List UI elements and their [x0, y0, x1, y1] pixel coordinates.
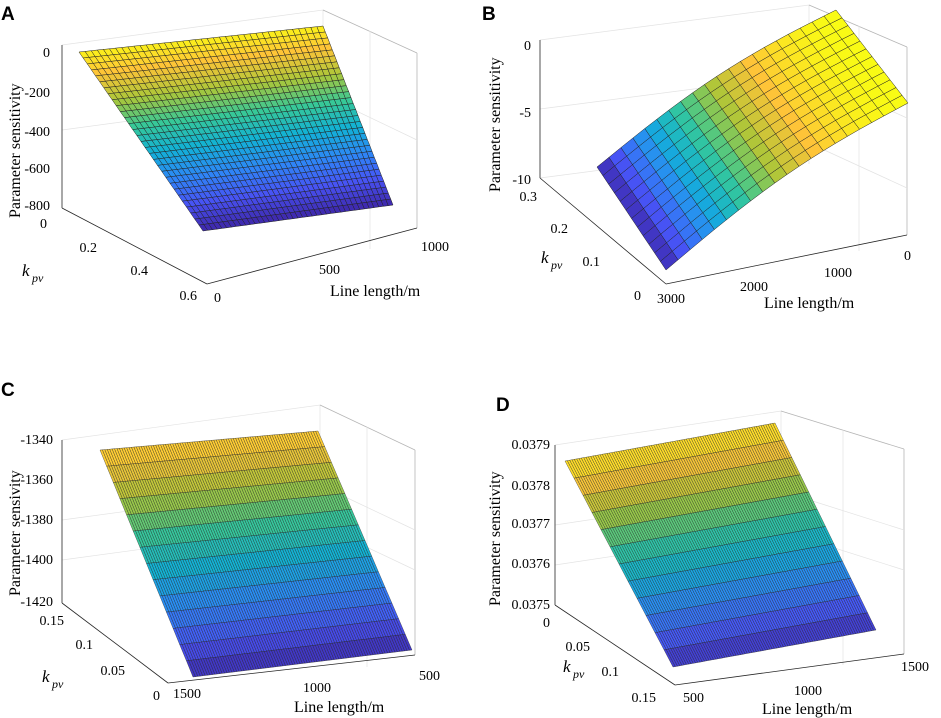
panel-letter-a: A [1, 4, 15, 25]
surface-patch [385, 198, 394, 206]
y-tick: 0.05 [566, 640, 591, 655]
z-tick: -1420 [20, 595, 53, 610]
y-axis-label-subscript: pv [550, 258, 563, 272]
panel-a-surface [78, 25, 394, 232]
x-tick: 1000 [421, 240, 449, 255]
y-tick: 0 [543, 616, 550, 631]
z-tick: 0.0379 [512, 438, 551, 453]
panel-a-x-ticks: 1000 500 0 [214, 240, 449, 306]
y-tick: 0.15 [632, 691, 657, 706]
z-axis-label: Parameter sensitivity [487, 57, 504, 192]
x-tick: 1000 [794, 684, 822, 699]
x-tick: 500 [683, 691, 704, 706]
y-tick: 0.2 [551, 222, 569, 237]
z-tick: 0 [524, 39, 531, 54]
z-tick: -1400 [20, 553, 53, 568]
y-tick: 0 [40, 217, 47, 232]
x-axis-label: Line length/m [762, 701, 853, 718]
z-tick: -800 [24, 199, 50, 214]
panel-letter-c: C [1, 380, 15, 401]
y-axis-label: k [22, 261, 30, 280]
panel-b-z-ticks: 0 -5 -10 [512, 39, 531, 188]
y-axis-label-subscript: pv [51, 677, 64, 691]
panel-a-y-ticks: 0 0.2 0.4 0.6 [40, 217, 197, 304]
z-axis-label: Parameter sensivity [7, 470, 24, 596]
x-tick: 1000 [303, 681, 331, 696]
y-axis-label: k [563, 657, 571, 676]
x-tick: 2000 [740, 280, 768, 295]
z-tick: -1340 [20, 433, 53, 448]
x-axis-label: Line length/m [330, 283, 421, 300]
x-tick: 500 [419, 669, 440, 684]
y-axis-label-subscript: pv [572, 667, 585, 681]
x-tick: 1000 [824, 266, 852, 281]
panel-d-z-ticks: 0.0379 0.0378 0.0377 0.0376 0.0375 [512, 438, 551, 613]
z-tick: 0.0376 [512, 557, 551, 572]
panel-a: A 0 -200 -400 -600 -800 0 0.2 0.4 0.6 [1, 4, 449, 306]
y-tick: 0.05 [101, 664, 126, 679]
panel-b: B 0 -5 -10 0.3 0.2 0.1 0 0 10 [482, 4, 911, 312]
y-axis-label-subscript: pv [31, 271, 44, 285]
panel-c-z-ticks: -1340 -1360 -1380 -1400 -1420 [20, 433, 53, 610]
y-tick: 0 [634, 289, 641, 304]
x-tick: 1500 [901, 660, 929, 675]
panel-c: C -1340 -1360 -1380 -1400 -1420 0.15 0.1… [1, 380, 440, 716]
panel-c-y-ticks: 0.15 0.1 0.05 0 [40, 614, 161, 704]
panel-d-surface [564, 422, 877, 668]
panel-b-y-ticks: 0.3 0.2 0.1 0 [520, 190, 642, 304]
x-tick: 0 [904, 249, 911, 264]
z-tick: 0.0378 [512, 479, 551, 494]
y-tick: 0 [153, 689, 160, 704]
z-tick: -1380 [20, 513, 53, 528]
y-tick: 0.3 [520, 190, 538, 205]
panel-a-z-ticks: 0 -200 -400 -600 -800 [24, 46, 50, 214]
z-axis-label: Parameter sensitivity [487, 471, 504, 606]
panel-d: D 0.0379 0.0378 0.0377 0.0376 0.0375 0 0… [487, 395, 929, 718]
z-axis-label: Parameter sensitivity [7, 83, 24, 218]
surface-patch [402, 634, 413, 651]
x-tick: 500 [319, 263, 340, 278]
x-tick: 1500 [173, 687, 201, 702]
z-tick: 0.0375 [512, 598, 551, 613]
panel-c-surface [99, 430, 413, 678]
x-tick: 3000 [657, 292, 685, 307]
z-tick: -10 [512, 173, 531, 188]
y-tick: 0.15 [40, 614, 65, 629]
y-tick: 0.6 [180, 289, 198, 304]
z-tick: 0 [43, 46, 50, 61]
y-tick: 0.1 [76, 638, 94, 653]
x-tick: 0 [214, 291, 221, 306]
y-tick: 0.2 [80, 241, 98, 256]
y-axis-label: k [541, 248, 549, 267]
z-tick: -400 [24, 125, 50, 140]
y-axis-label: k [42, 667, 50, 686]
y-tick: 0.1 [602, 665, 620, 680]
z-tick: -600 [24, 162, 50, 177]
z-tick: 0.0377 [512, 517, 551, 532]
y-tick: 0.1 [583, 255, 601, 270]
panel-letter-b: B [482, 4, 496, 25]
x-axis-label: Line length/m [764, 295, 855, 312]
z-tick: -200 [24, 86, 50, 101]
z-tick: -5 [519, 106, 531, 121]
panel-b-x-ticks: 0 1000 2000 3000 [657, 249, 911, 307]
panel-b-surface [596, 9, 909, 271]
surface-patch [823, 9, 843, 25]
panel-letter-d: D [496, 395, 510, 416]
x-axis-label: Line length/m [294, 699, 385, 716]
panel-c-x-ticks: 1500 1000 500 [173, 669, 440, 702]
z-tick: -1360 [20, 473, 53, 488]
y-tick: 0.4 [131, 264, 149, 279]
